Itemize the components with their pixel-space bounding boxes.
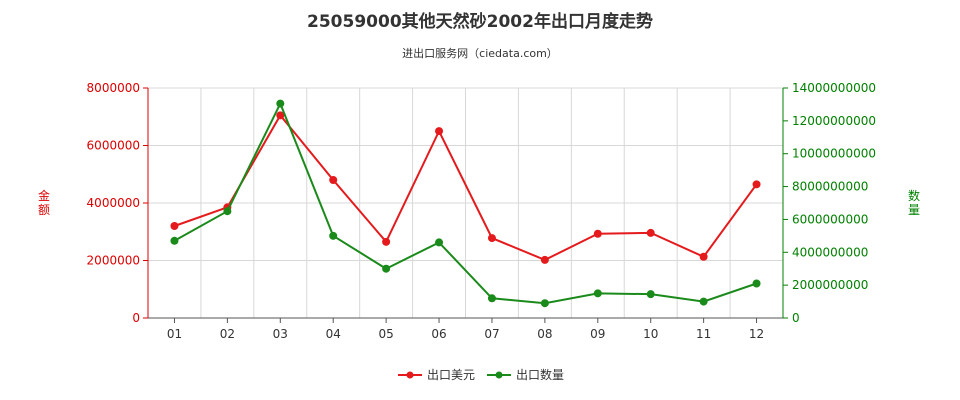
series-2-point xyxy=(170,236,179,245)
series-1-point xyxy=(382,237,391,246)
x-tick-label: 03 xyxy=(273,327,288,341)
y-left-tick-label: 2000000 xyxy=(87,254,140,268)
series-1-point xyxy=(276,111,285,120)
series-2-point xyxy=(382,264,391,273)
legend-swatch-marker xyxy=(406,371,414,379)
y-axis-left-title-text: 金额 xyxy=(38,188,50,217)
x-tick-label: 06 xyxy=(431,327,446,341)
series-1-point xyxy=(487,234,496,243)
series-1-point xyxy=(540,255,549,264)
y-left-tick-label: 0 xyxy=(132,311,140,325)
series-1-point xyxy=(646,228,655,237)
series-2-point xyxy=(276,99,285,108)
x-tick-label: 09 xyxy=(590,327,605,341)
y-axis-right-title: 数量 xyxy=(908,188,920,217)
y-right-tick-label: 4000000000 xyxy=(792,245,868,259)
x-tick-label: 02 xyxy=(220,327,235,341)
legend: 出口美元 出口数量 xyxy=(398,367,564,382)
series-2-point xyxy=(752,279,761,288)
y-right-tick-label: 8000000000 xyxy=(792,180,868,194)
y-right-tick-label: 14000000000 xyxy=(792,81,876,95)
series-2-point xyxy=(223,207,232,216)
x-tick-label: 07 xyxy=(484,327,499,341)
y-right-tick-label: 6000000000 xyxy=(792,212,868,226)
series-line-1 xyxy=(174,113,758,262)
series-1-point xyxy=(329,176,338,184)
x-tick-label: 08 xyxy=(537,327,552,341)
series-1-point xyxy=(435,127,444,136)
series-2-point xyxy=(540,299,549,308)
series-1-point xyxy=(752,180,761,189)
y-axis-left-title: 金额 xyxy=(38,188,50,217)
y-left-tick-label: 4000000 xyxy=(87,196,140,210)
y-left-tick-label: 6000000 xyxy=(87,139,140,153)
y-left-tick-label: 8000000 xyxy=(87,81,140,95)
y-right-tick-label: 0 xyxy=(792,311,800,325)
series-2-point xyxy=(646,290,655,299)
x-tick-label: 04 xyxy=(326,327,341,341)
series-2-point xyxy=(487,294,496,303)
series-2-point xyxy=(435,238,444,247)
series-1-point xyxy=(170,222,179,230)
x-tick-label: 05 xyxy=(378,327,393,341)
x-tick-label: 10 xyxy=(643,327,658,341)
series-1-point xyxy=(699,252,708,261)
series-2-point xyxy=(329,231,338,240)
y-axis-right-title-text: 数量 xyxy=(908,188,920,217)
y-right-tick-label: 12000000000 xyxy=(792,114,876,128)
x-tick-label: 01 xyxy=(167,327,182,341)
x-tick-label: 11 xyxy=(696,327,711,341)
legend-label: 出口数量 xyxy=(516,367,564,382)
chart-subtitle: 进出口服务网（ciedata.com） xyxy=(402,46,558,60)
series-1-point xyxy=(593,229,602,238)
series-2-point xyxy=(699,297,708,306)
series-2-point xyxy=(593,289,602,298)
legend-swatch-marker xyxy=(495,371,503,379)
series-line-2 xyxy=(173,101,757,305)
x-tick-label: 12 xyxy=(749,327,764,341)
y-right-tick-label: 10000000000 xyxy=(792,147,876,161)
y-right-tick-label: 2000000000 xyxy=(792,278,868,292)
legend-label: 出口美元 xyxy=(427,368,475,382)
chart-title: 25059000其他天然砂2002年出口月度走势 xyxy=(307,11,653,32)
plot-area: 0 2000000 4000000 6000000 8000000 0 2000000000… xyxy=(38,81,920,341)
